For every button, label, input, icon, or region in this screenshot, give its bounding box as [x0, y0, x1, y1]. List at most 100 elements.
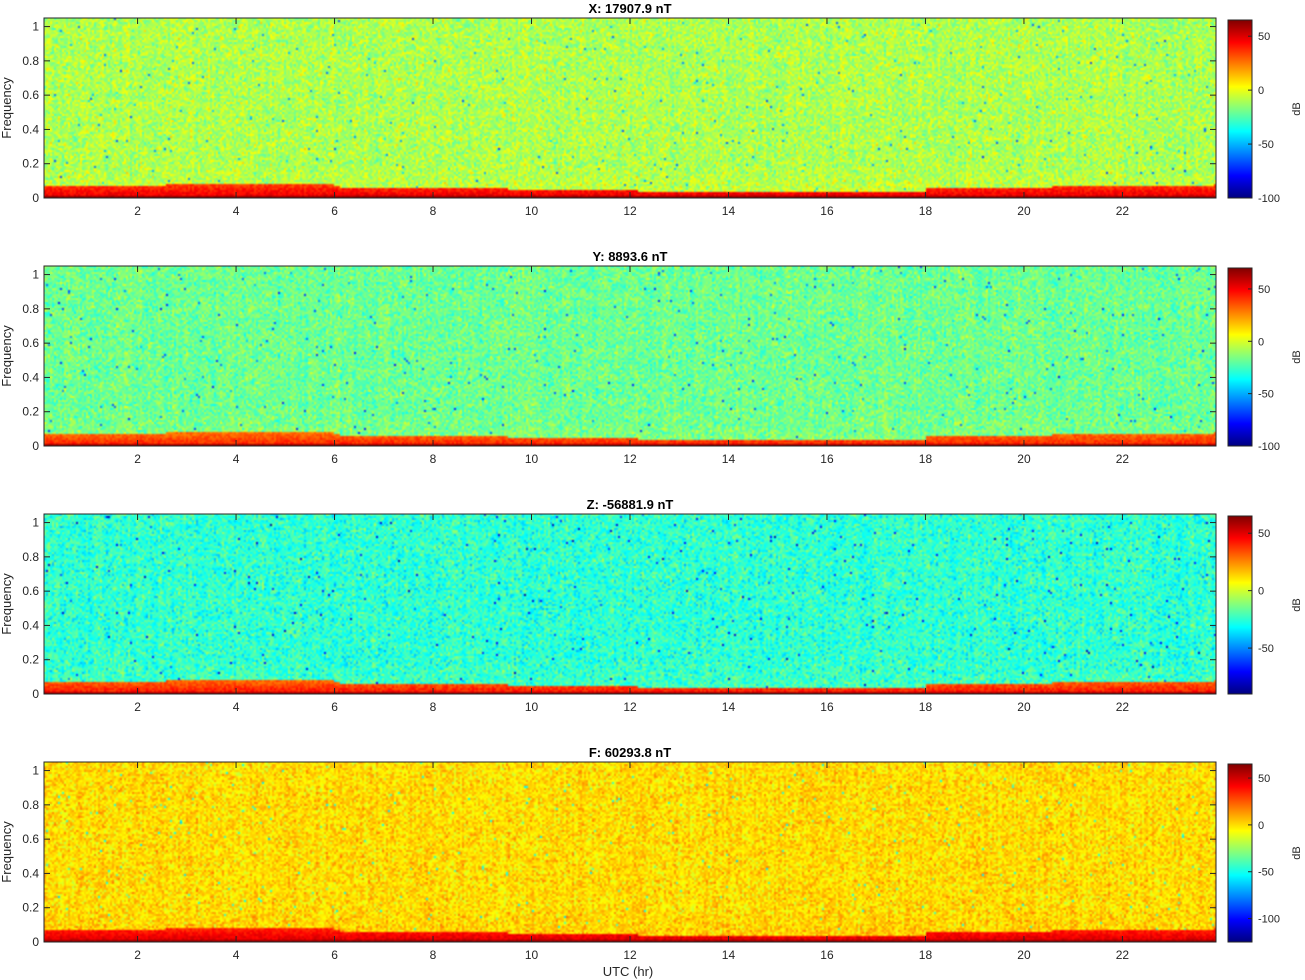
- y-tick-label: 0.8: [22, 550, 39, 564]
- x-tick-label: 2: [134, 452, 141, 466]
- spectrogram-image: [44, 762, 1216, 942]
- x-tick-label: 16: [820, 452, 834, 466]
- spectrogram-panel: Z: -56881.9 nT2 4 6 8 10 12 14 16 18 20 2200.20.40…: [0, 497, 1303, 714]
- spectrogram-image: [44, 266, 1216, 446]
- colorbar: [1227, 19, 1253, 199]
- colorbar-tick-label: 50: [1258, 773, 1270, 785]
- x-tick-label: 12: [623, 204, 637, 218]
- colorbar-tick-label: 0: [1258, 820, 1264, 832]
- x-tick-label: 16: [820, 700, 834, 714]
- y-axis-label: Frequency: [0, 573, 14, 635]
- panel-title: F: 60293.8 nT: [589, 745, 671, 760]
- x-tick-label: 20: [1017, 452, 1031, 466]
- x-tick-label: 18: [919, 948, 933, 962]
- colorbar-tick-label: 0: [1258, 85, 1264, 97]
- colorbar-label: dB: [1291, 102, 1303, 115]
- panel-title: Z: -56881.9 nT: [587, 497, 674, 512]
- colorbar-tick-label: 0: [1258, 586, 1264, 598]
- spectrogram-panels: X: 17907.9 nT2 4 6 8 10 12 14 16 18 20 2200.20.40.…: [0, 1, 1303, 962]
- colorbar-tick-label: -100: [1258, 193, 1280, 205]
- colorbar-tick-label: 50: [1258, 528, 1270, 540]
- x-tick-label: 4: [233, 204, 240, 218]
- x-tick-label: 2: [134, 700, 141, 714]
- y-tick-label: 0.4: [22, 618, 39, 632]
- x-tick-label: 16: [820, 204, 834, 218]
- x-tick-label: 14: [722, 204, 736, 218]
- x-tick-label: 8: [430, 204, 437, 218]
- y-tick-label: 0.2: [22, 157, 39, 171]
- y-axis-label: Frequency: [0, 325, 14, 387]
- x-tick-label: 16: [820, 948, 834, 962]
- y-tick-label: 0.8: [22, 302, 39, 316]
- y-tick-label: 1: [32, 268, 39, 282]
- colorbar-label: dB: [1291, 350, 1303, 363]
- x-tick-label: 12: [623, 948, 637, 962]
- y-axis-label: Frequency: [0, 821, 14, 883]
- x-tick-label: 10: [525, 452, 539, 466]
- x-tick-label: 4: [233, 452, 240, 466]
- y-tick-label: 0.4: [22, 370, 39, 384]
- x-tick-label: 18: [919, 700, 933, 714]
- x-tick-label: 6: [331, 452, 338, 466]
- x-tick-label: 2: [134, 204, 141, 218]
- x-tick-label: 6: [331, 948, 338, 962]
- y-tick-label: 1: [32, 764, 39, 778]
- colorbar-tick-label: 50: [1258, 31, 1270, 43]
- y-tick-label: 1: [32, 20, 39, 34]
- y-tick-label: 0.2: [22, 405, 39, 419]
- spectrogram-panel: Y: 8893.6 nT2 4 6 8 10 12 14 16 18 20 2200.20.40.6…: [0, 249, 1303, 466]
- y-tick-label: 0.6: [22, 584, 39, 598]
- x-tick-label: 22: [1116, 700, 1130, 714]
- spectrogram-image: [44, 514, 1216, 694]
- x-tick-label: 6: [331, 204, 338, 218]
- x-tick-label: 10: [525, 948, 539, 962]
- x-tick-label: 8: [430, 700, 437, 714]
- y-axis-label: Frequency: [0, 77, 14, 139]
- colorbar-tick-label: -100: [1258, 441, 1280, 453]
- x-tick-label: 8: [430, 948, 437, 962]
- colorbar: [1227, 515, 1253, 695]
- colorbar: [1227, 267, 1253, 447]
- x-tick-label: 14: [722, 700, 736, 714]
- spectrogram-panel: X: 17907.9 nT2 4 6 8 10 12 14 16 18 20 2200.20.40.…: [0, 1, 1303, 218]
- y-tick-label: 0.2: [22, 901, 39, 915]
- spectrogram-image: [44, 18, 1216, 198]
- figure-xlabel: UTC (hr): [603, 964, 654, 979]
- x-tick-label: 22: [1116, 948, 1130, 962]
- y-tick-label: 0: [32, 439, 39, 453]
- x-tick-label: 10: [525, 204, 539, 218]
- x-tick-label: 14: [722, 948, 736, 962]
- colorbar-tick-label: -100: [1258, 914, 1280, 926]
- x-tick-label: 20: [1017, 700, 1031, 714]
- colorbar-label: dB: [1291, 598, 1303, 611]
- colorbar-tick-label: -50: [1258, 139, 1274, 151]
- colorbar-tick-label: 50: [1258, 284, 1270, 296]
- x-tick-label: 8: [430, 452, 437, 466]
- x-tick-label: 12: [623, 700, 637, 714]
- y-tick-label: 0: [32, 687, 39, 701]
- x-tick-label: 10: [525, 700, 539, 714]
- colorbar-tick-label: -50: [1258, 867, 1274, 879]
- colorbar: [1227, 763, 1253, 943]
- y-tick-label: 0.6: [22, 88, 39, 102]
- x-tick-label: 18: [919, 452, 933, 466]
- x-tick-label: 4: [233, 700, 240, 714]
- x-tick-label: 4: [233, 948, 240, 962]
- panel-title: X: 17907.9 nT: [588, 1, 671, 16]
- x-tick-label: 12: [623, 452, 637, 466]
- y-tick-label: 0: [32, 935, 39, 949]
- x-tick-label: 18: [919, 204, 933, 218]
- x-tick-label: 22: [1116, 452, 1130, 466]
- y-tick-label: 1: [32, 516, 39, 530]
- colorbar-label: dB: [1291, 846, 1303, 859]
- y-tick-label: 0.6: [22, 832, 39, 846]
- x-tick-label: 6: [331, 700, 338, 714]
- x-tick-label: 20: [1017, 948, 1031, 962]
- y-tick-label: 0.4: [22, 866, 39, 880]
- y-tick-label: 0.8: [22, 54, 39, 68]
- y-tick-label: 0: [32, 191, 39, 205]
- y-tick-label: 0.4: [22, 122, 39, 136]
- y-tick-label: 0.8: [22, 798, 39, 812]
- colorbar-tick-label: -50: [1258, 389, 1274, 401]
